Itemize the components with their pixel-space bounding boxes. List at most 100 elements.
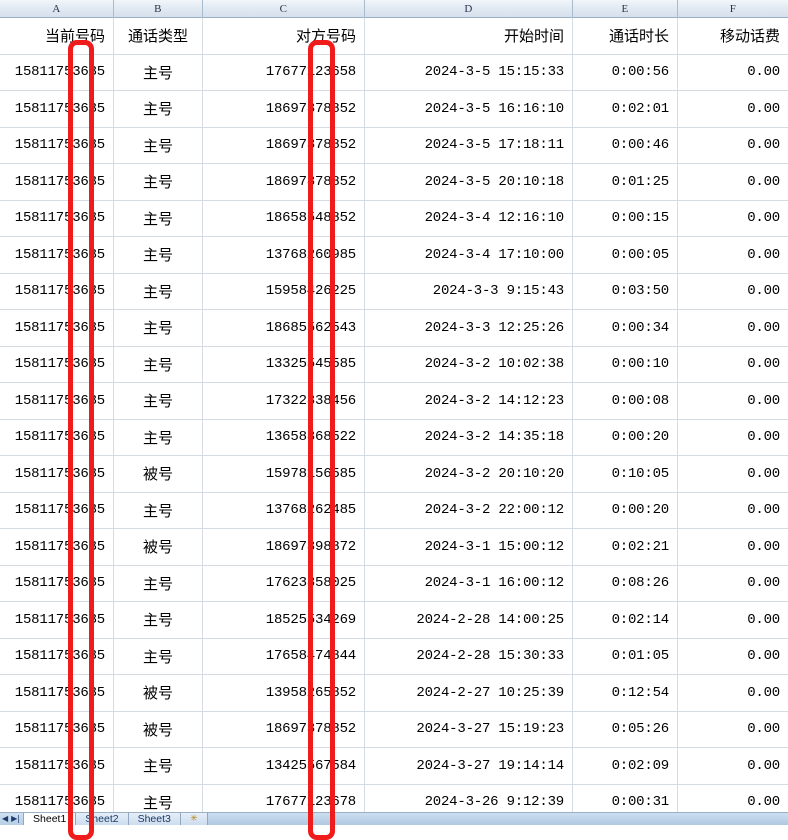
- cell-E9[interactable]: 0:00:34: [573, 310, 678, 346]
- cell-B14[interactable]: 主号: [114, 492, 203, 528]
- table-row[interactable]: 15811753635 主号 18697378852 2024-3-5 17:18:1…: [0, 127, 788, 164]
- cell-B6[interactable]: 主号: [114, 200, 203, 236]
- cell-E10[interactable]: 0:00:10: [573, 346, 678, 382]
- cell-E8[interactable]: 0:03:50: [573, 273, 678, 309]
- cell-E22[interactable]: 0:00:31: [573, 784, 678, 820]
- cell-B17[interactable]: 主号: [114, 602, 203, 638]
- cell-F4[interactable]: 0.00: [747, 137, 780, 154]
- cell-B20[interactable]: 被号: [114, 711, 203, 747]
- cell-E4[interactable]: 0:00:46: [573, 127, 678, 163]
- cell-F7[interactable]: 0.00: [747, 246, 780, 263]
- column-header-f[interactable]: F: [729, 3, 737, 15]
- table-row[interactable]: 15811753635 被号 18697378852 2024-3-27 15:19:…: [0, 711, 788, 748]
- sheet-tab-bar[interactable]: ◀ ▶| Sheet1 Sheet2 Sheet3 ✳: [0, 812, 788, 825]
- cell-F16[interactable]: 0.00: [747, 575, 780, 592]
- cell-F13[interactable]: 0.00: [747, 465, 780, 482]
- header-call-type[interactable]: 通话类型: [114, 18, 203, 54]
- cell-D6[interactable]: 2024-3-4 12:16:10: [365, 200, 573, 236]
- cell-C5[interactable]: 18697378852: [203, 164, 365, 200]
- cell-E2[interactable]: 0:00:56: [573, 54, 678, 90]
- cell-F6[interactable]: 0.00: [747, 210, 780, 227]
- table-row[interactable]: 15811753635 主号 18525534269 2024-2-28 14:00:…: [0, 602, 788, 639]
- cell-D11[interactable]: 2024-3-2 14:12:23: [365, 383, 573, 419]
- cell-F22[interactable]: 0.00: [747, 794, 780, 811]
- nav-first-sheet-icon[interactable]: ◀: [2, 813, 9, 823]
- cell-C4[interactable]: 18697378852: [203, 127, 365, 163]
- cell-C9[interactable]: 18685562543: [203, 310, 365, 346]
- cell-A16[interactable]: 15811753635: [0, 565, 114, 601]
- sheet-nav-controls[interactable]: ◀ ▶|: [0, 813, 23, 825]
- cell-D19[interactable]: 2024-2-27 10:25:39: [365, 675, 573, 711]
- cell-F9[interactable]: 0.00: [747, 319, 780, 336]
- cell-C21[interactable]: 13425567584: [203, 748, 365, 784]
- cell-B4[interactable]: 主号: [114, 127, 203, 163]
- table-row[interactable]: 15811753635 主号 15958426225 2024-3-3 9:15:43…: [0, 273, 788, 310]
- cell-C18[interactable]: 17658474844: [203, 638, 365, 674]
- cell-A21[interactable]: 15811753635: [0, 748, 114, 784]
- header-start-time[interactable]: 开始时间: [365, 18, 573, 54]
- table-row[interactable]: 15811753635 主号 13768260985 2024-3-4 17:10:0…: [0, 237, 788, 274]
- cell-F3[interactable]: 0.00: [747, 100, 780, 117]
- sheet-tab-sheet1[interactable]: Sheet1: [23, 813, 77, 825]
- cell-D15[interactable]: 2024-3-1 15:00:12: [365, 529, 573, 565]
- cell-A6[interactable]: 15811753635: [0, 200, 114, 236]
- cell-C11[interactable]: 17322338456: [203, 383, 365, 419]
- column-header-e[interactable]: E: [573, 0, 678, 18]
- header-current-number[interactable]: 当前号码: [0, 18, 114, 54]
- cell-B2[interactable]: 主号: [114, 54, 203, 90]
- cell-A4[interactable]: 15811753635: [0, 127, 114, 163]
- sheet-tab-sheet2[interactable]: Sheet2: [76, 813, 129, 825]
- table-row[interactable]: 15811753635 主号 13658368522 2024-3-2 14:35:1…: [0, 419, 788, 456]
- cell-E13[interactable]: 0:10:05: [573, 456, 678, 492]
- cell-B19[interactable]: 被号: [114, 675, 203, 711]
- cell-D8[interactable]: 2024-3-3 9:15:43: [365, 273, 573, 309]
- header-duration[interactable]: 通话时长: [573, 18, 678, 54]
- cell-F2[interactable]: 0.00: [747, 64, 780, 81]
- column-header-b[interactable]: B: [114, 0, 203, 18]
- cell-D21[interactable]: 2024-3-27 19:14:14: [365, 748, 573, 784]
- table-row[interactable]: 15811753635 主号 17658474844 2024-2-28 15:30:…: [0, 638, 788, 675]
- cell-A12[interactable]: 15811753635: [0, 419, 114, 455]
- cell-E11[interactable]: 0:00:08: [573, 383, 678, 419]
- cell-C20[interactable]: 18697378852: [203, 711, 365, 747]
- table-row[interactable]: 15811753635 主号 13325545585 2024-3-2 10:02:3…: [0, 346, 788, 383]
- cell-C15[interactable]: 18697398872: [203, 529, 365, 565]
- cell-E16[interactable]: 0:08:26: [573, 565, 678, 601]
- cell-A3[interactable]: 15811753635: [0, 91, 114, 127]
- cell-D7[interactable]: 2024-3-4 17:10:00: [365, 237, 573, 273]
- header-other-number[interactable]: 对方号码: [203, 18, 365, 54]
- cell-D16[interactable]: 2024-3-1 16:00:12: [365, 565, 573, 601]
- table-row[interactable]: 15811753635 主号 18697378852 2024-3-5 20:10:1…: [0, 164, 788, 201]
- cell-D17[interactable]: 2024-2-28 14:00:25: [365, 602, 573, 638]
- cell-C17[interactable]: 18525534269: [203, 602, 365, 638]
- column-header-c[interactable]: C: [203, 0, 365, 18]
- cell-C19[interactable]: 13958265852: [203, 675, 365, 711]
- sheet-tabs[interactable]: Sheet1 Sheet2 Sheet3: [23, 813, 181, 825]
- cell-C6[interactable]: 18658548852: [203, 200, 365, 236]
- cell-D3[interactable]: 2024-3-5 16:16:10: [365, 91, 573, 127]
- new-sheet-icon[interactable]: ✳: [180, 813, 208, 825]
- sheet-tab-sheet3[interactable]: Sheet3: [128, 813, 181, 825]
- cell-D5[interactable]: 2024-3-5 20:10:18: [365, 164, 573, 200]
- header-mobile-fee[interactable]: 移动话费: [719, 27, 780, 46]
- nav-last-sheet-icon[interactable]: ▶|: [11, 813, 21, 823]
- column-header-d[interactable]: D: [365, 0, 573, 18]
- cell-A15[interactable]: 15811753635: [0, 529, 114, 565]
- cell-E7[interactable]: 0:00:05: [573, 237, 678, 273]
- spreadsheet-grid[interactable]: 当前号码 通话类型 对方号码 开始时间 通话时长 移动话费 1581175363…: [0, 18, 788, 821]
- cell-B3[interactable]: 主号: [114, 91, 203, 127]
- cell-C2[interactable]: 17677123658: [203, 54, 365, 90]
- cell-F19[interactable]: 0.00: [747, 684, 780, 701]
- cell-B11[interactable]: 主号: [114, 383, 203, 419]
- cell-E14[interactable]: 0:00:20: [573, 492, 678, 528]
- cell-A18[interactable]: 15811753635: [0, 638, 114, 674]
- cell-B18[interactable]: 主号: [114, 638, 203, 674]
- cell-E17[interactable]: 0:02:14: [573, 602, 678, 638]
- cell-C7[interactable]: 13768260985: [203, 237, 365, 273]
- cell-D14[interactable]: 2024-3-2 22:00:12: [365, 492, 573, 528]
- table-row[interactable]: 15811753635 被号 18697398872 2024-3-1 15:00:1…: [0, 529, 788, 566]
- cell-C10[interactable]: 13325545585: [203, 346, 365, 382]
- cell-B5[interactable]: 主号: [114, 164, 203, 200]
- table-row[interactable]: 15811753635 主号 13425567584 2024-3-27 19:14:…: [0, 748, 788, 785]
- cell-E21[interactable]: 0:02:09: [573, 748, 678, 784]
